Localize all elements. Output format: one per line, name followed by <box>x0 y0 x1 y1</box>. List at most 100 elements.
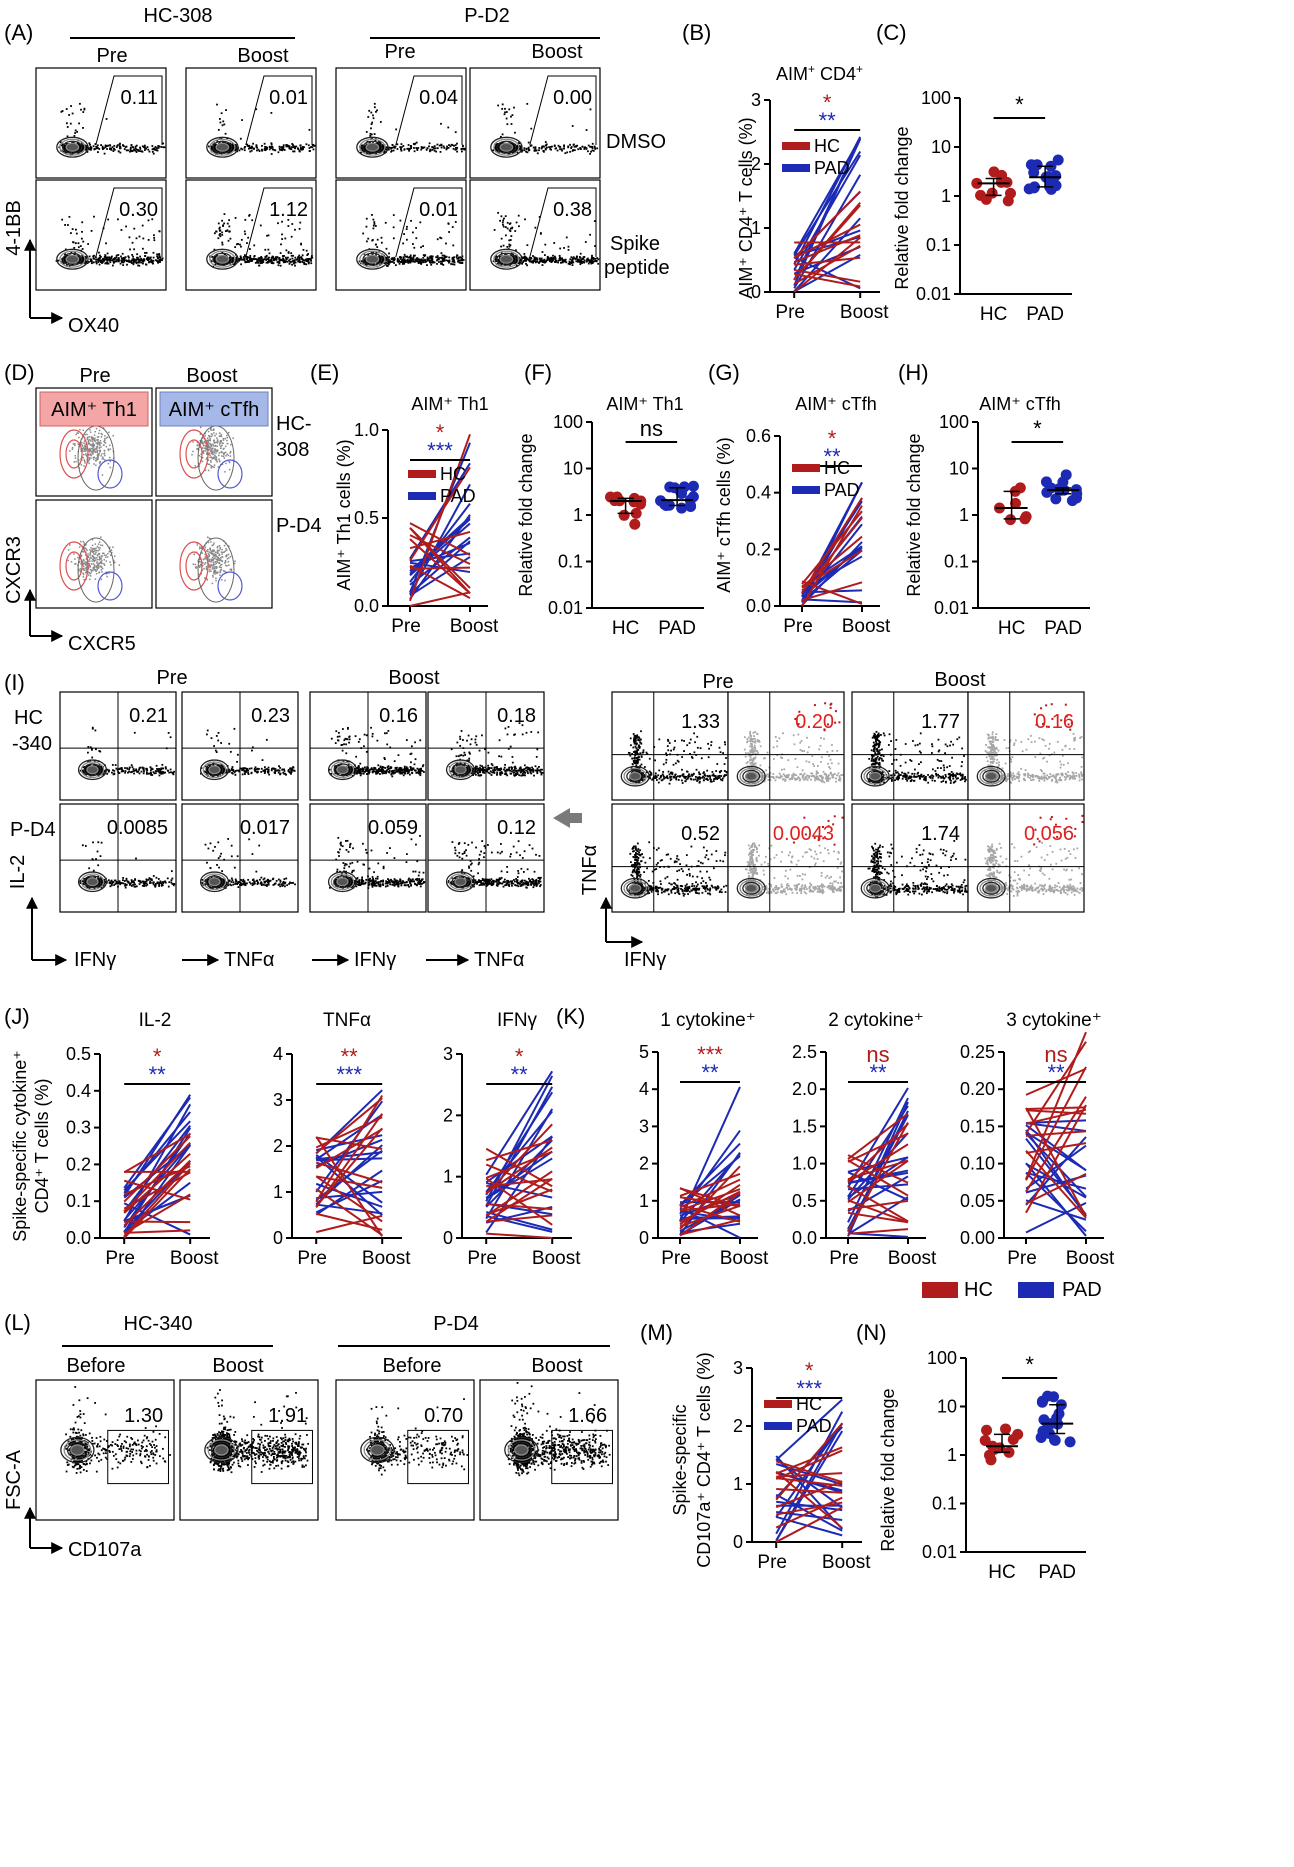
flow-dot <box>89 147 92 150</box>
panel-a: (A) HC-308 P-D2 Pre Boost Pre Boost DMSO… <box>3 5 670 337</box>
flow-dot <box>221 243 224 246</box>
flow-dot <box>522 261 524 264</box>
legend-pad-swatch <box>782 164 810 172</box>
flow-dot <box>273 257 276 260</box>
flow-dot <box>452 244 455 247</box>
flow-dot <box>509 230 512 233</box>
flow-dot <box>426 264 428 267</box>
flow-dot <box>120 257 123 260</box>
panel-a-row2b: peptide <box>604 257 670 279</box>
flow-dot <box>570 262 573 264</box>
flow-dot <box>293 150 296 153</box>
flow-dot <box>97 151 99 154</box>
flow-dot <box>215 230 217 233</box>
flow-dot <box>138 235 141 238</box>
flow-dot <box>268 148 271 151</box>
flow-dot <box>570 256 573 259</box>
flow-dot <box>523 149 526 152</box>
flow-dot <box>524 218 526 221</box>
flow-dot <box>157 146 160 149</box>
flow-dot <box>298 258 301 261</box>
flow-dot <box>294 147 296 150</box>
flow-dot <box>420 246 422 249</box>
flow-dot <box>217 222 220 225</box>
flow-dot <box>396 143 399 146</box>
legend-hc-swatch <box>782 142 810 150</box>
flow-dot <box>370 127 372 130</box>
flow-dot <box>134 149 137 152</box>
flow-dot <box>140 261 143 264</box>
flow-dot <box>534 261 537 264</box>
flow-dot <box>436 238 439 241</box>
flow-dot <box>234 149 237 152</box>
flow-dot <box>77 246 80 249</box>
flow-dot <box>151 145 154 147</box>
flow-dot <box>276 261 279 264</box>
flow-dot <box>438 258 440 261</box>
flow-dot <box>367 237 370 240</box>
panel-a-group1: HC-308 <box>144 5 213 27</box>
flow-dot <box>462 147 464 150</box>
flow-dot <box>129 248 131 251</box>
panel-a-xaxis: OX40 <box>68 315 119 337</box>
panel-a-boost2: Boost <box>531 41 583 63</box>
flow-dot <box>390 260 392 263</box>
flow-dot <box>504 107 506 110</box>
flow-dot <box>223 123 226 126</box>
flow-dot <box>261 144 263 147</box>
flow-dot <box>99 256 102 259</box>
flow-dot <box>154 146 157 148</box>
flow-dot <box>270 111 273 114</box>
flow-dot <box>277 264 280 267</box>
flow-dot <box>81 149 84 151</box>
flow-dot <box>376 109 378 112</box>
flow-dot <box>508 108 511 111</box>
flow-dot <box>118 145 121 148</box>
flow-dot <box>594 148 597 150</box>
flow-dot <box>372 224 375 227</box>
flow-dot <box>392 259 395 262</box>
flow-dot <box>493 229 496 231</box>
flow-dot <box>132 263 135 266</box>
flow-dot <box>452 147 455 150</box>
flow-dot <box>291 143 294 145</box>
flow-dot <box>216 103 218 106</box>
flow-dot <box>103 255 106 258</box>
flow-dot <box>66 126 69 128</box>
flow-dot <box>420 259 423 262</box>
panel-b: (B) AIM+ CD4+ AIM⁺ CD4⁺ T cells (%) 0123… <box>682 20 889 323</box>
flow-dot <box>442 260 445 262</box>
flow-dot <box>289 261 292 264</box>
flow-dot <box>281 220 283 223</box>
flow-dot <box>369 132 372 135</box>
flow-dot <box>242 256 245 258</box>
flow-dot <box>122 145 125 147</box>
flow-dot <box>591 142 594 145</box>
flow-dot <box>104 146 107 149</box>
flow-dot <box>66 150 69 153</box>
flow-dot <box>90 148 92 151</box>
flow-dot <box>110 259 113 262</box>
flow-dot <box>136 253 139 256</box>
flow-dot <box>451 144 454 146</box>
flow-dot <box>392 149 395 152</box>
flow-dot <box>135 237 138 240</box>
flow-dot <box>270 147 273 149</box>
flow-dot <box>307 253 310 255</box>
flow-dot <box>393 146 396 149</box>
flow-dot <box>82 144 85 147</box>
flow-dot <box>141 247 144 250</box>
flow-dot <box>573 145 576 148</box>
flow-dot <box>235 145 238 148</box>
flow-dot <box>289 258 292 261</box>
flow-dot <box>80 464 83 466</box>
flow-dot <box>162 142 165 145</box>
flow-dot <box>362 232 365 235</box>
flow-dot <box>109 456 111 459</box>
y-tick-label: 2 <box>751 154 761 174</box>
flow-dot <box>561 149 563 152</box>
flow-dot <box>450 263 453 265</box>
flow-dot <box>501 221 504 224</box>
flow-dot <box>148 150 151 153</box>
